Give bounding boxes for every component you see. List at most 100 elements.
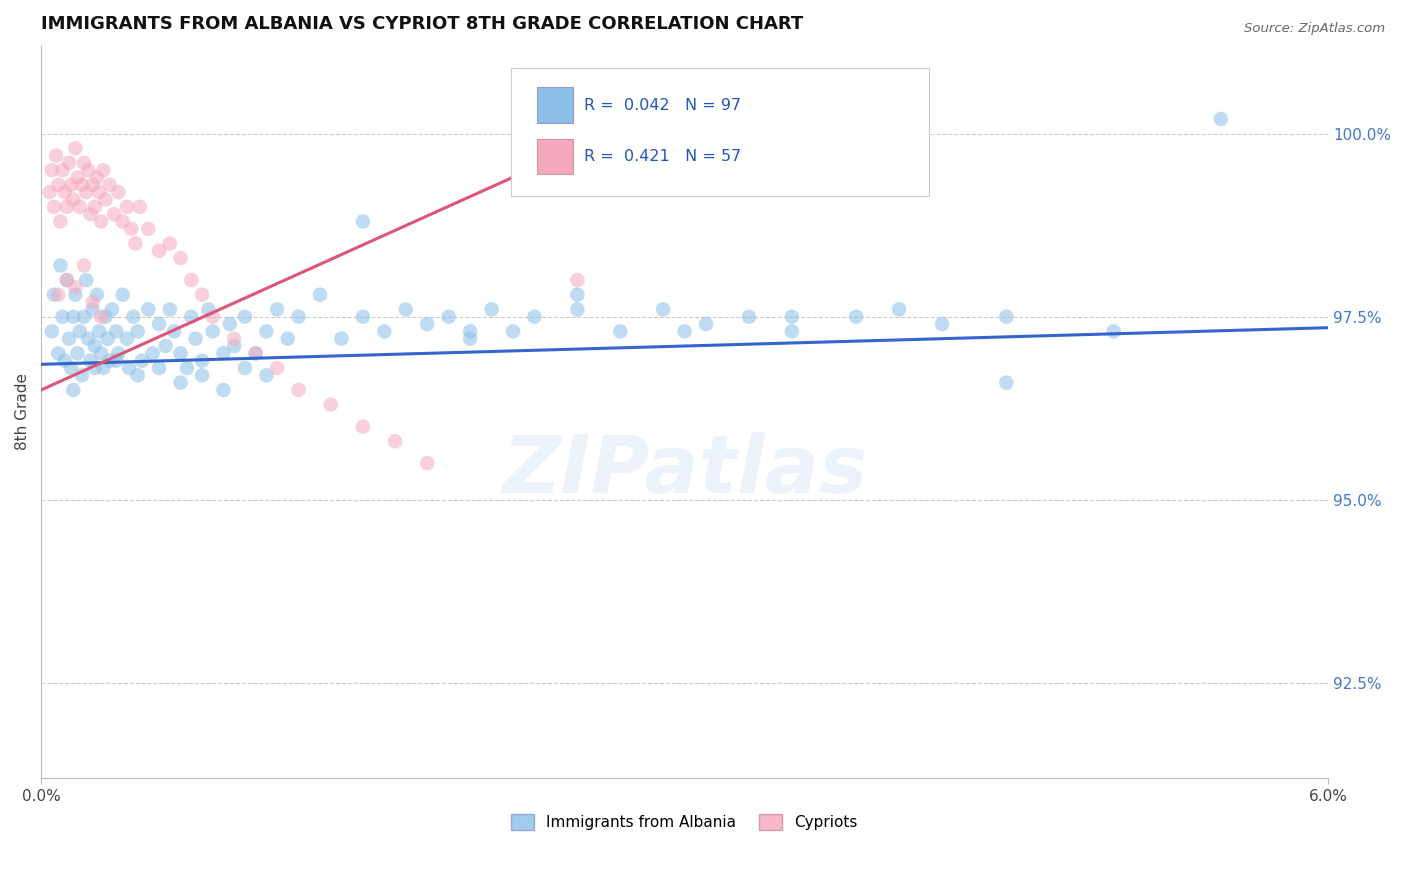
Point <box>62 310 84 324</box>
Point <box>79 207 101 221</box>
Point <box>62 193 84 207</box>
Point <box>148 361 170 376</box>
Point <box>86 287 108 301</box>
Point <box>42 200 65 214</box>
Point <box>1102 324 1125 338</box>
Point <box>46 287 69 301</box>
Point <box>148 244 170 258</box>
Point <box>212 346 235 360</box>
Point <box>481 302 503 317</box>
Legend: Immigrants from Albania, Cypriots: Immigrants from Albania, Cypriots <box>505 808 865 837</box>
Point <box>384 434 406 449</box>
Point <box>138 222 160 236</box>
Point <box>105 324 128 338</box>
Point <box>163 324 186 338</box>
Point <box>138 302 160 317</box>
Point <box>111 287 134 301</box>
Point <box>79 353 101 368</box>
Point <box>245 346 267 360</box>
Point <box>309 287 332 301</box>
Bar <box>537 87 572 122</box>
Point <box>169 376 191 390</box>
Point <box>65 280 87 294</box>
Point <box>128 200 150 214</box>
Point <box>73 156 96 170</box>
Point <box>41 324 63 338</box>
Point <box>352 214 374 228</box>
Point <box>62 383 84 397</box>
Point <box>180 273 202 287</box>
Point <box>69 200 91 214</box>
Point <box>86 170 108 185</box>
Point <box>169 346 191 360</box>
Point <box>254 368 277 383</box>
Point <box>352 310 374 324</box>
Point <box>131 353 153 368</box>
Point <box>97 332 120 346</box>
Point <box>502 324 524 338</box>
Point <box>191 353 214 368</box>
Point <box>191 368 214 383</box>
Text: Source: ZipAtlas.com: Source: ZipAtlas.com <box>1244 22 1385 36</box>
Point <box>49 259 72 273</box>
Point <box>111 214 134 228</box>
Point <box>53 185 76 199</box>
Point <box>201 310 224 324</box>
Point <box>65 287 87 301</box>
Point <box>77 163 100 178</box>
Point <box>169 251 191 265</box>
Point <box>254 324 277 338</box>
Point <box>65 141 87 155</box>
Point <box>98 353 121 368</box>
Point <box>159 302 181 317</box>
Point <box>373 324 395 338</box>
Point <box>73 310 96 324</box>
Point <box>995 376 1018 390</box>
Point <box>118 361 141 376</box>
Point <box>330 332 353 346</box>
Point <box>458 332 481 346</box>
Point <box>115 200 138 214</box>
Point <box>87 324 110 338</box>
Point <box>75 273 97 287</box>
Point <box>90 310 112 324</box>
Point <box>159 236 181 251</box>
Point <box>58 332 80 346</box>
Point <box>41 163 63 178</box>
Point <box>124 236 146 251</box>
Point <box>49 214 72 228</box>
Point <box>94 310 117 324</box>
Point <box>212 383 235 397</box>
Point <box>82 302 104 317</box>
Point <box>1209 112 1232 126</box>
Point <box>395 302 418 317</box>
Point <box>60 361 83 376</box>
Point <box>69 324 91 338</box>
Point <box>56 273 79 287</box>
FancyBboxPatch shape <box>510 68 929 196</box>
Point <box>780 324 803 338</box>
Point <box>73 259 96 273</box>
Point <box>197 302 219 317</box>
Point <box>352 419 374 434</box>
Text: R =  0.042   N = 97: R = 0.042 N = 97 <box>585 97 741 112</box>
Point <box>738 310 761 324</box>
Point <box>180 310 202 324</box>
Point <box>83 361 105 376</box>
Point <box>90 214 112 228</box>
Point <box>42 287 65 301</box>
Text: R =  0.421   N = 57: R = 0.421 N = 57 <box>585 149 741 164</box>
Point <box>287 310 309 324</box>
Point <box>98 178 121 192</box>
Point <box>567 273 589 287</box>
Point <box>201 324 224 338</box>
Point <box>77 332 100 346</box>
Point <box>66 346 89 360</box>
Point <box>142 346 165 360</box>
Point <box>83 339 105 353</box>
Point <box>224 339 246 353</box>
Point <box>233 310 256 324</box>
Point <box>780 310 803 324</box>
Point <box>673 324 696 338</box>
Point <box>245 346 267 360</box>
